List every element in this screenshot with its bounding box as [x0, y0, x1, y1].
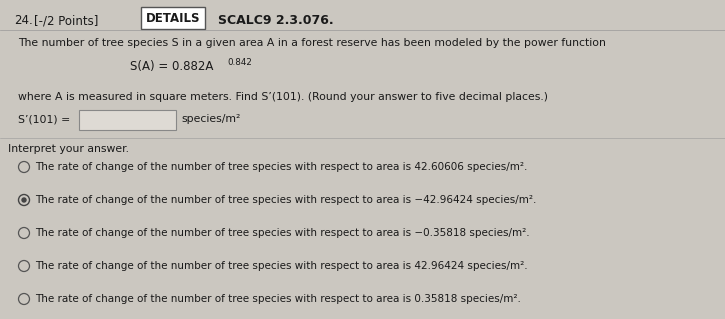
Text: S’(101) =: S’(101) = — [18, 114, 70, 124]
Text: [-/2 Points]: [-/2 Points] — [34, 14, 99, 27]
Text: where A is measured in square meters. Find S’(101). (Round your answer to five d: where A is measured in square meters. Fi… — [18, 92, 548, 102]
Text: Interpret your answer.: Interpret your answer. — [8, 144, 129, 154]
Text: species/m²: species/m² — [181, 114, 241, 124]
Text: DETAILS: DETAILS — [146, 11, 200, 25]
Text: The rate of change of the number of tree species with respect to area is 42.9642: The rate of change of the number of tree… — [36, 261, 528, 271]
Text: The number of tree species S in a given area A in a forest reserve has been mode: The number of tree species S in a given … — [18, 38, 606, 48]
Text: 24.: 24. — [14, 14, 33, 27]
Circle shape — [22, 198, 26, 202]
Text: S(A) = 0.882A: S(A) = 0.882A — [130, 60, 213, 73]
Text: The rate of change of the number of tree species with respect to area is −42.964: The rate of change of the number of tree… — [36, 195, 537, 205]
Text: SCALC9 2.3.076.: SCALC9 2.3.076. — [218, 14, 334, 27]
Text: 0.842: 0.842 — [227, 58, 252, 67]
FancyBboxPatch shape — [79, 110, 176, 130]
Text: The rate of change of the number of tree species with respect to area is −0.3581: The rate of change of the number of tree… — [36, 228, 530, 238]
Text: The rate of change of the number of tree species with respect to area is 0.35818: The rate of change of the number of tree… — [36, 294, 521, 304]
FancyBboxPatch shape — [141, 7, 205, 29]
Text: The rate of change of the number of tree species with respect to area is 42.6060: The rate of change of the number of tree… — [36, 162, 528, 172]
